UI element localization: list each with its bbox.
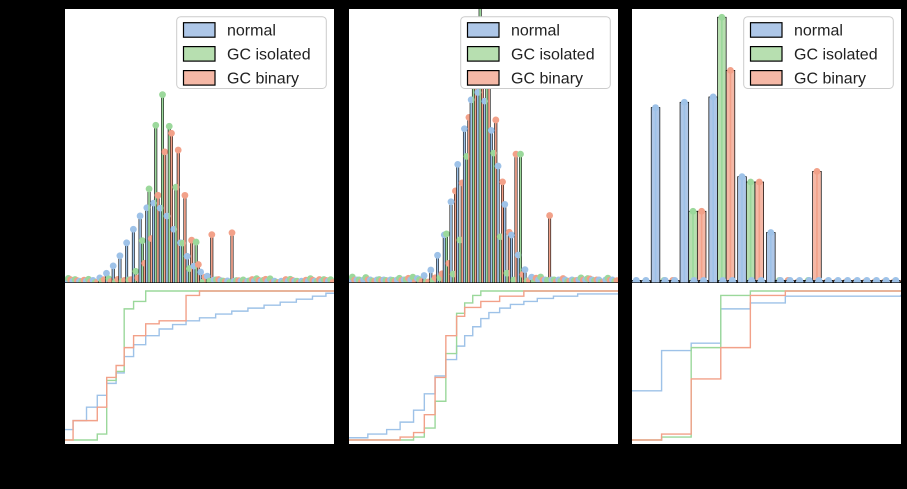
svg-text:normal: normal bbox=[227, 23, 276, 40]
svg-text:GC binary: GC binary bbox=[511, 70, 583, 87]
svg-text:GC isolated: GC isolated bbox=[794, 46, 878, 63]
svg-text:GC isolated: GC isolated bbox=[511, 46, 595, 63]
svg-text:GC binary: GC binary bbox=[227, 70, 299, 87]
svg-text:normal: normal bbox=[794, 23, 843, 40]
svg-text:GC binary: GC binary bbox=[794, 70, 866, 87]
svg-text:GC isolated: GC isolated bbox=[227, 46, 311, 63]
svg-text:normal: normal bbox=[511, 23, 560, 40]
